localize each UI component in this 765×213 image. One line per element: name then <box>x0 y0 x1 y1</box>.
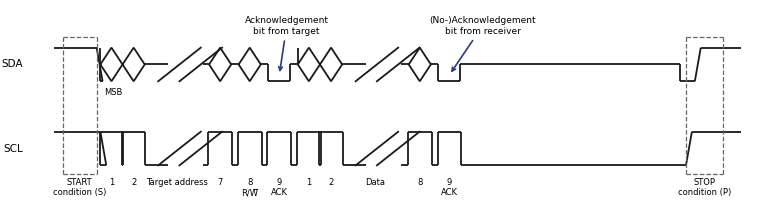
Text: START
condition (S): START condition (S) <box>53 178 106 197</box>
Text: Acknowledgement
bit from target: Acknowledgement bit from target <box>245 16 329 70</box>
Text: 1: 1 <box>306 178 311 187</box>
Text: 8
R/W̅: 8 R/W̅ <box>241 178 259 197</box>
Text: 7: 7 <box>217 178 223 187</box>
Text: Data: Data <box>366 178 386 187</box>
Text: SDA: SDA <box>1 59 23 69</box>
Text: 9
ACK: 9 ACK <box>271 178 288 197</box>
Text: MSB: MSB <box>104 88 122 96</box>
Text: SCL: SCL <box>3 144 23 154</box>
Text: Target address: Target address <box>146 178 208 187</box>
Text: 9
ACK: 9 ACK <box>441 178 458 197</box>
Text: 1: 1 <box>109 178 114 187</box>
Text: (No-)Acknowledgement
bit from receiver: (No-)Acknowledgement bit from receiver <box>429 16 536 71</box>
Text: STOP
condition (P): STOP condition (P) <box>678 178 731 197</box>
Text: 2: 2 <box>131 178 136 187</box>
Text: 2: 2 <box>328 178 334 187</box>
Text: 8: 8 <box>417 178 422 187</box>
